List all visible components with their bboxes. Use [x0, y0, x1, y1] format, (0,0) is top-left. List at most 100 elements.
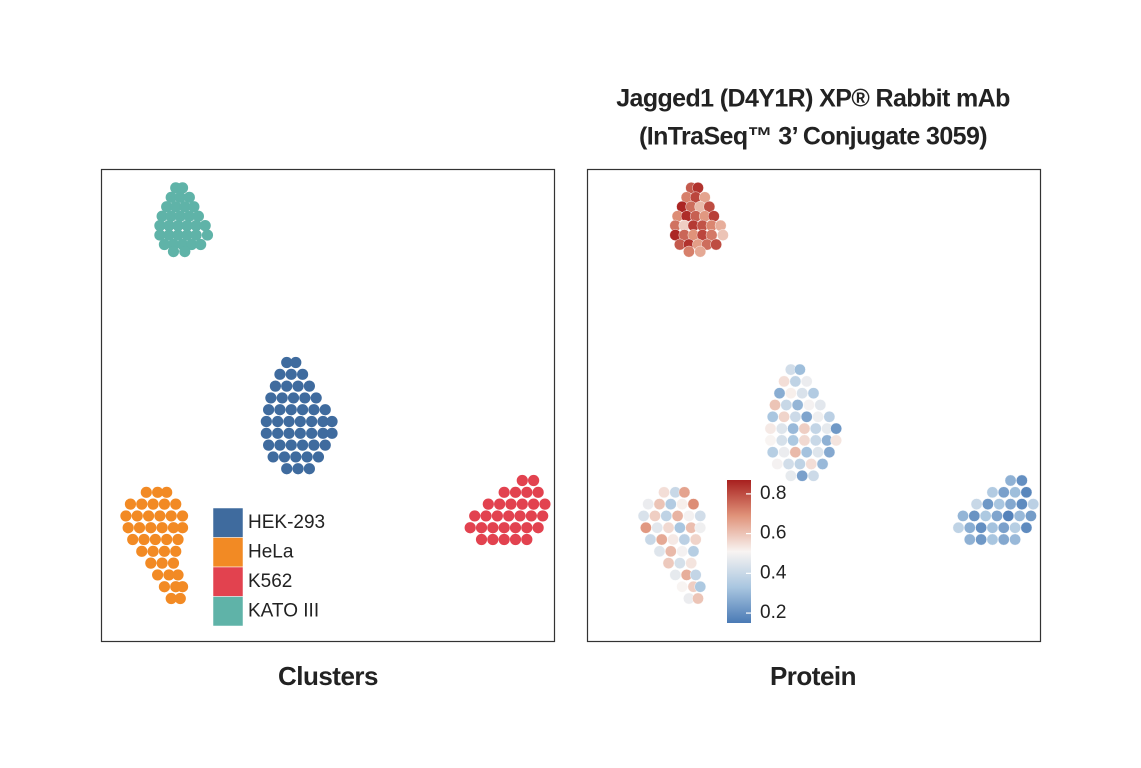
point — [183, 210, 195, 222]
point — [176, 182, 189, 194]
point — [782, 458, 795, 470]
point — [689, 569, 702, 581]
point — [986, 521, 999, 534]
point — [292, 463, 304, 475]
point — [319, 439, 331, 451]
point — [156, 522, 168, 534]
point — [176, 510, 189, 522]
point — [263, 439, 275, 451]
point — [303, 463, 315, 475]
point — [957, 510, 969, 522]
point — [195, 238, 207, 251]
point — [274, 439, 286, 451]
point — [138, 533, 150, 546]
point — [482, 498, 494, 510]
point — [816, 458, 829, 470]
point — [290, 451, 302, 463]
point — [122, 522, 134, 534]
point — [787, 434, 799, 447]
point — [640, 521, 652, 534]
point — [963, 533, 976, 546]
point — [528, 474, 540, 487]
point — [1016, 498, 1028, 510]
point — [674, 521, 686, 534]
point — [269, 380, 282, 392]
point — [694, 521, 707, 534]
point — [165, 510, 177, 522]
point — [532, 522, 544, 534]
point — [145, 522, 157, 534]
point — [1020, 486, 1033, 499]
point — [274, 404, 286, 416]
point — [986, 486, 999, 499]
point — [296, 439, 309, 451]
point — [698, 191, 711, 204]
point — [678, 486, 691, 499]
point — [152, 486, 164, 498]
point — [692, 592, 704, 605]
point — [154, 220, 166, 232]
point — [694, 245, 707, 258]
point — [665, 545, 677, 558]
point — [154, 229, 166, 241]
point — [674, 557, 686, 569]
point — [274, 368, 286, 380]
point — [764, 434, 777, 447]
point — [181, 220, 193, 232]
point — [521, 522, 533, 534]
chart-subtitle: (InTraSeq™ 3’ Conjugate 3059) — [639, 123, 987, 151]
point — [165, 210, 177, 222]
point — [163, 220, 175, 232]
point — [658, 486, 670, 499]
point — [199, 220, 211, 232]
point — [136, 498, 148, 510]
point — [158, 498, 171, 510]
point — [794, 363, 806, 376]
point — [306, 415, 318, 428]
point — [1009, 486, 1021, 499]
point — [267, 451, 279, 463]
point — [167, 522, 180, 534]
point — [803, 399, 815, 411]
point — [689, 533, 702, 546]
point — [326, 427, 338, 439]
point — [464, 522, 476, 534]
point — [319, 404, 331, 416]
point — [1027, 498, 1040, 510]
point — [301, 451, 313, 463]
point — [796, 469, 808, 482]
point — [260, 415, 272, 428]
x-axis-label: Protein — [770, 661, 856, 691]
point — [993, 498, 1006, 510]
point — [649, 510, 661, 522]
point — [272, 415, 284, 428]
point — [812, 446, 824, 459]
point — [179, 246, 191, 258]
point — [660, 510, 673, 522]
point — [642, 498, 654, 510]
colorbar-tick-label: 0.8 — [760, 483, 786, 504]
point — [317, 427, 329, 439]
point — [136, 545, 148, 557]
point — [509, 533, 522, 546]
point — [158, 545, 171, 557]
point — [290, 356, 302, 369]
point — [283, 415, 295, 428]
point — [145, 557, 157, 569]
point — [172, 533, 184, 546]
point — [174, 592, 186, 605]
point — [163, 569, 175, 581]
point — [503, 510, 515, 522]
legend-label: KATO III — [248, 601, 319, 622]
point — [807, 387, 820, 400]
point — [310, 392, 322, 404]
point — [798, 434, 811, 447]
point — [1016, 474, 1028, 487]
point — [127, 533, 139, 546]
legend-label: K562 — [248, 571, 292, 592]
point — [475, 533, 488, 546]
point — [775, 434, 788, 447]
point — [521, 533, 533, 546]
